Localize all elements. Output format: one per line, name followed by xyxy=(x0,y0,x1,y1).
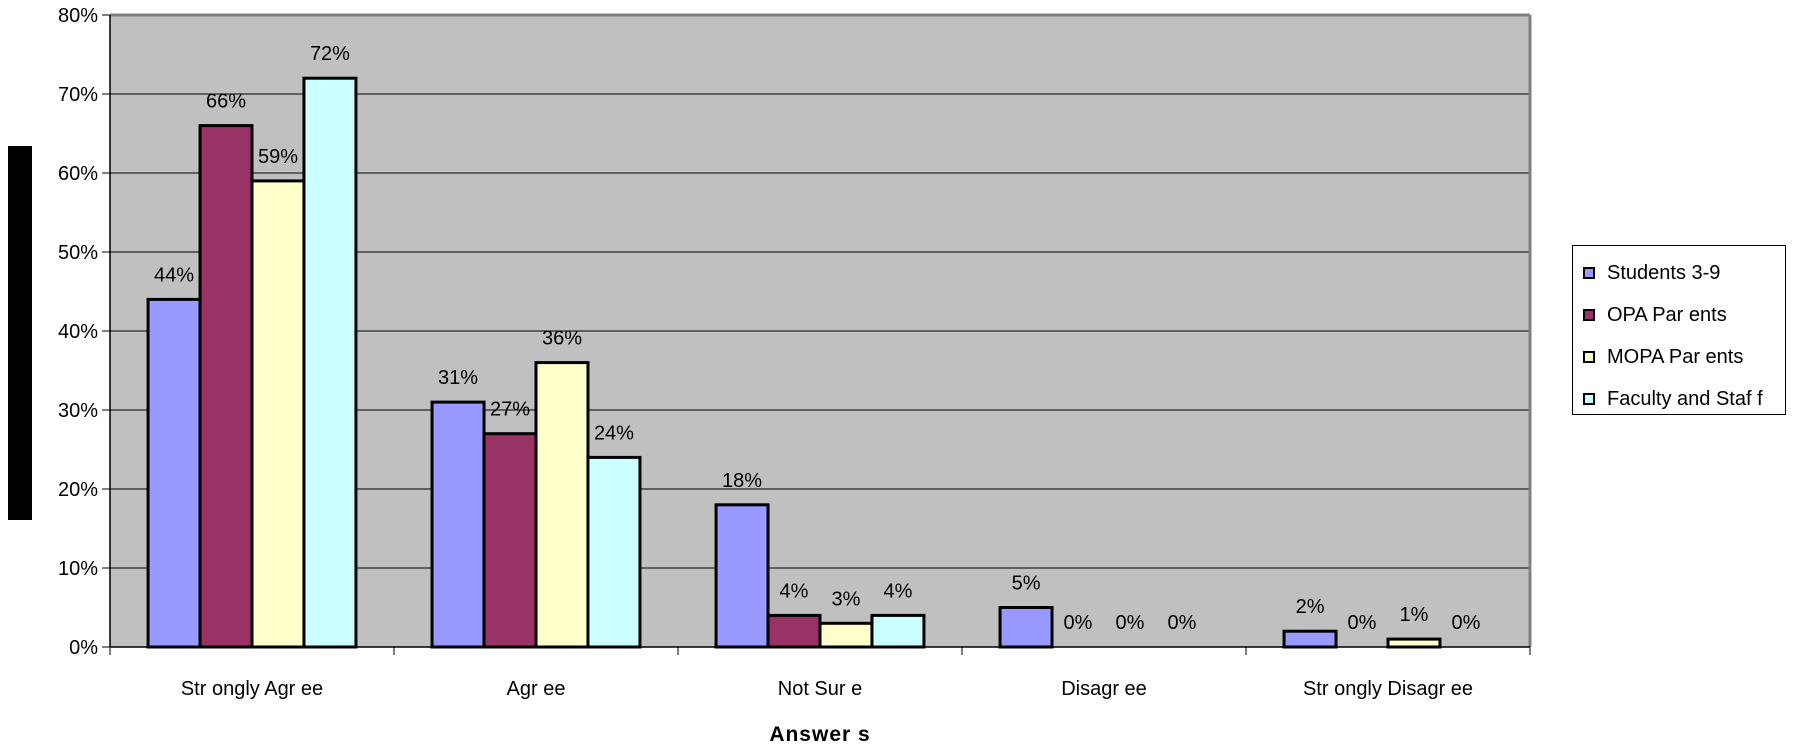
legend-swatch xyxy=(1583,267,1595,279)
data-label: 0% xyxy=(1348,612,1377,634)
x-tick-label: Agr ee xyxy=(507,678,566,700)
bar xyxy=(870,613,926,649)
y-tick-label: 50% xyxy=(58,242,98,264)
data-label: 3% xyxy=(832,588,861,610)
bar xyxy=(818,621,874,649)
y-tick-label: 60% xyxy=(58,163,98,185)
y-tick-label: 80% xyxy=(58,5,98,27)
data-label: 59% xyxy=(258,146,298,168)
y-tick-label: 70% xyxy=(58,84,98,106)
data-label: 27% xyxy=(490,399,530,421)
data-label: 0% xyxy=(1452,612,1481,634)
legend-label: OPA Par ents xyxy=(1607,303,1727,326)
legend-swatch xyxy=(1583,393,1595,405)
legend-swatch xyxy=(1583,351,1595,363)
data-label: 4% xyxy=(884,580,913,602)
legend-item: MOPA Par ents xyxy=(1583,346,1743,368)
bar xyxy=(998,606,1054,649)
x-tick-label: Not Sur e xyxy=(778,678,862,700)
data-label: 2% xyxy=(1296,596,1325,618)
y-tick-label: 0% xyxy=(69,637,98,659)
data-label: 44% xyxy=(154,264,194,286)
y-axis-title-block xyxy=(8,146,32,520)
x-tick-label: Str ongly Disagr ee xyxy=(1303,678,1473,700)
legend-item: Students 3-9 xyxy=(1583,262,1720,284)
bar xyxy=(250,179,306,649)
bar xyxy=(302,76,358,649)
bar xyxy=(198,124,254,649)
data-label: 0% xyxy=(1064,612,1093,634)
data-label: 1% xyxy=(1400,604,1429,626)
y-tick-label: 10% xyxy=(58,558,98,580)
x-tick-label: Disagr ee xyxy=(1061,678,1147,700)
bar xyxy=(586,455,642,649)
legend-item: OPA Par ents xyxy=(1583,304,1727,326)
bar xyxy=(534,361,590,649)
data-label: 18% xyxy=(722,470,762,492)
bar xyxy=(430,400,486,649)
data-label: 36% xyxy=(542,328,582,350)
legend: Students 3-9 OPA Par ents MOPA Par ents Fac… xyxy=(1572,245,1786,415)
legend-label: Students 3-9 xyxy=(1607,261,1721,284)
data-label: 66% xyxy=(206,91,246,113)
y-tick-label: 40% xyxy=(58,321,98,343)
bar xyxy=(766,613,822,649)
data-label: 31% xyxy=(438,367,478,389)
y-tick-label: 20% xyxy=(58,479,98,501)
legend-item: Faculty and Staf f xyxy=(1583,388,1763,410)
x-tick-label: Str ongly Agr ee xyxy=(181,678,323,700)
data-label: 4% xyxy=(780,580,809,602)
bar xyxy=(714,503,770,649)
bar xyxy=(1386,637,1442,649)
y-tick-label: 30% xyxy=(58,400,98,422)
data-label: 72% xyxy=(310,43,350,65)
data-label: 24% xyxy=(594,422,634,444)
legend-swatch xyxy=(1583,309,1595,321)
x-axis-title: Answer s xyxy=(769,723,871,746)
bar xyxy=(1282,629,1338,649)
data-label: 0% xyxy=(1168,612,1197,634)
bar xyxy=(482,432,538,649)
data-label: 0% xyxy=(1116,612,1145,634)
data-label: 5% xyxy=(1012,573,1041,595)
legend-label: Faculty and Staf f xyxy=(1607,387,1763,410)
bar xyxy=(146,297,202,649)
legend-label: MOPA Par ents xyxy=(1607,345,1744,368)
